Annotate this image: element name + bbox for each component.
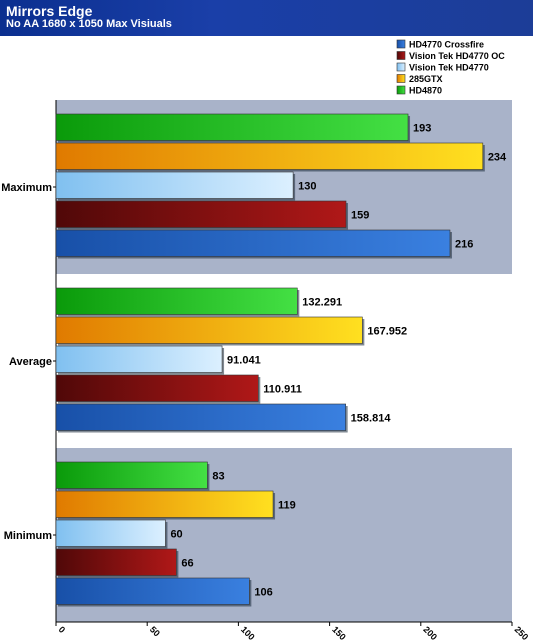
bar-value-label: 106: [254, 586, 272, 598]
chart-subtitle: No AA 1680 x 1050 Max Visiuals: [6, 18, 172, 30]
legend-swatch: [396, 74, 406, 83]
bar-value-label: 193: [413, 122, 431, 134]
category-label: Maximum: [1, 182, 52, 194]
bar: [55, 490, 274, 518]
bar-value-label: 130: [298, 180, 316, 192]
bar: [55, 229, 451, 257]
bar-value-label: 83: [212, 470, 224, 482]
bar: [55, 200, 347, 228]
bar: [55, 113, 409, 141]
bar: [55, 345, 223, 373]
bar: [55, 171, 294, 199]
bar-value-label: 91.041: [227, 354, 261, 366]
bar-value-label: 110.911: [263, 383, 302, 395]
legend-swatch: [396, 85, 406, 95]
bar: [55, 142, 484, 170]
category-label: Minimum: [4, 530, 52, 542]
bar-value-label: 60: [170, 528, 182, 540]
bar-value-label: 119: [278, 499, 296, 511]
legend-label: Vision Tek HD4770: [409, 63, 489, 73]
bar: [55, 577, 250, 605]
legend-label: HD4770 Crossfire: [409, 40, 484, 50]
legend-label: Vision Tek HD4770 OC: [409, 51, 505, 61]
bar: [55, 519, 166, 547]
legend-label: 285GTX: [409, 74, 443, 84]
legend-label: HD4870: [409, 86, 442, 96]
bar-value-label: 167.952: [367, 325, 407, 337]
bar-value-label: 158.814: [351, 412, 392, 424]
bar-value-label: 132.291: [302, 296, 342, 308]
bar: [55, 461, 208, 489]
chart-header: Mirrors Edge No AA 1680 x 1050 Max Visiu…: [0, 0, 533, 36]
legend-swatch: [396, 51, 406, 60]
bar: [55, 287, 298, 315]
chart-title: Mirrors Edge: [6, 3, 93, 19]
legend-swatch: [396, 39, 406, 49]
bar: [55, 374, 259, 402]
x-tick-label: 0: [57, 624, 68, 635]
bar-value-label: 159: [351, 209, 369, 221]
bar: [55, 403, 346, 431]
legend-swatch: [396, 62, 406, 72]
bar-value-label: 66: [181, 557, 193, 569]
bar-value-label: 234: [488, 151, 507, 163]
bar: [55, 316, 363, 344]
bar-value-label: 216: [455, 238, 473, 250]
bar: [55, 548, 177, 576]
category-label: Average: [9, 356, 52, 368]
